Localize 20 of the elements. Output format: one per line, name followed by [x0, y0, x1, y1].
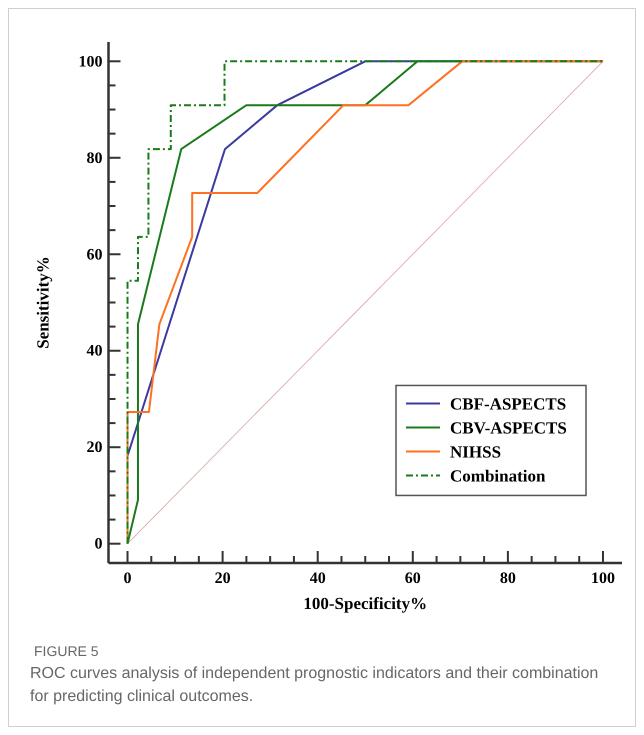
y-tick-label: 100	[78, 53, 102, 70]
text: ROC curves analysis of independent prognostic indicators and their combination for predicting clinical outcomes.	[30, 664, 600, 707]
x-tick-label: 0	[124, 570, 132, 587]
y-tick-label: 80	[86, 150, 102, 167]
y-axis-title: Sensitivity%	[34, 256, 52, 349]
caption: FIGURE 5	[34, 643, 99, 659]
x-tick-label: 80	[500, 570, 516, 587]
legend-label: CBV-ASPECTS	[450, 418, 567, 438]
y-tick-label: 40	[86, 342, 102, 360]
y-tick-label: 60	[86, 246, 102, 264]
legend-label: Combination	[450, 466, 546, 486]
x-tick-label: 60	[404, 570, 421, 587]
x-axis-title: 100-Specificity%	[303, 594, 428, 613]
y-tick-label: 0	[94, 536, 102, 553]
x-tick-label: 20	[214, 570, 231, 587]
x-tick-label: 100	[590, 570, 615, 587]
x-tick-label: 40	[310, 570, 326, 587]
y-tick-label: 20	[86, 439, 102, 456]
legend-label: NIHSS	[450, 442, 502, 462]
legend-label: CBF-ASPECTS	[450, 394, 566, 414]
